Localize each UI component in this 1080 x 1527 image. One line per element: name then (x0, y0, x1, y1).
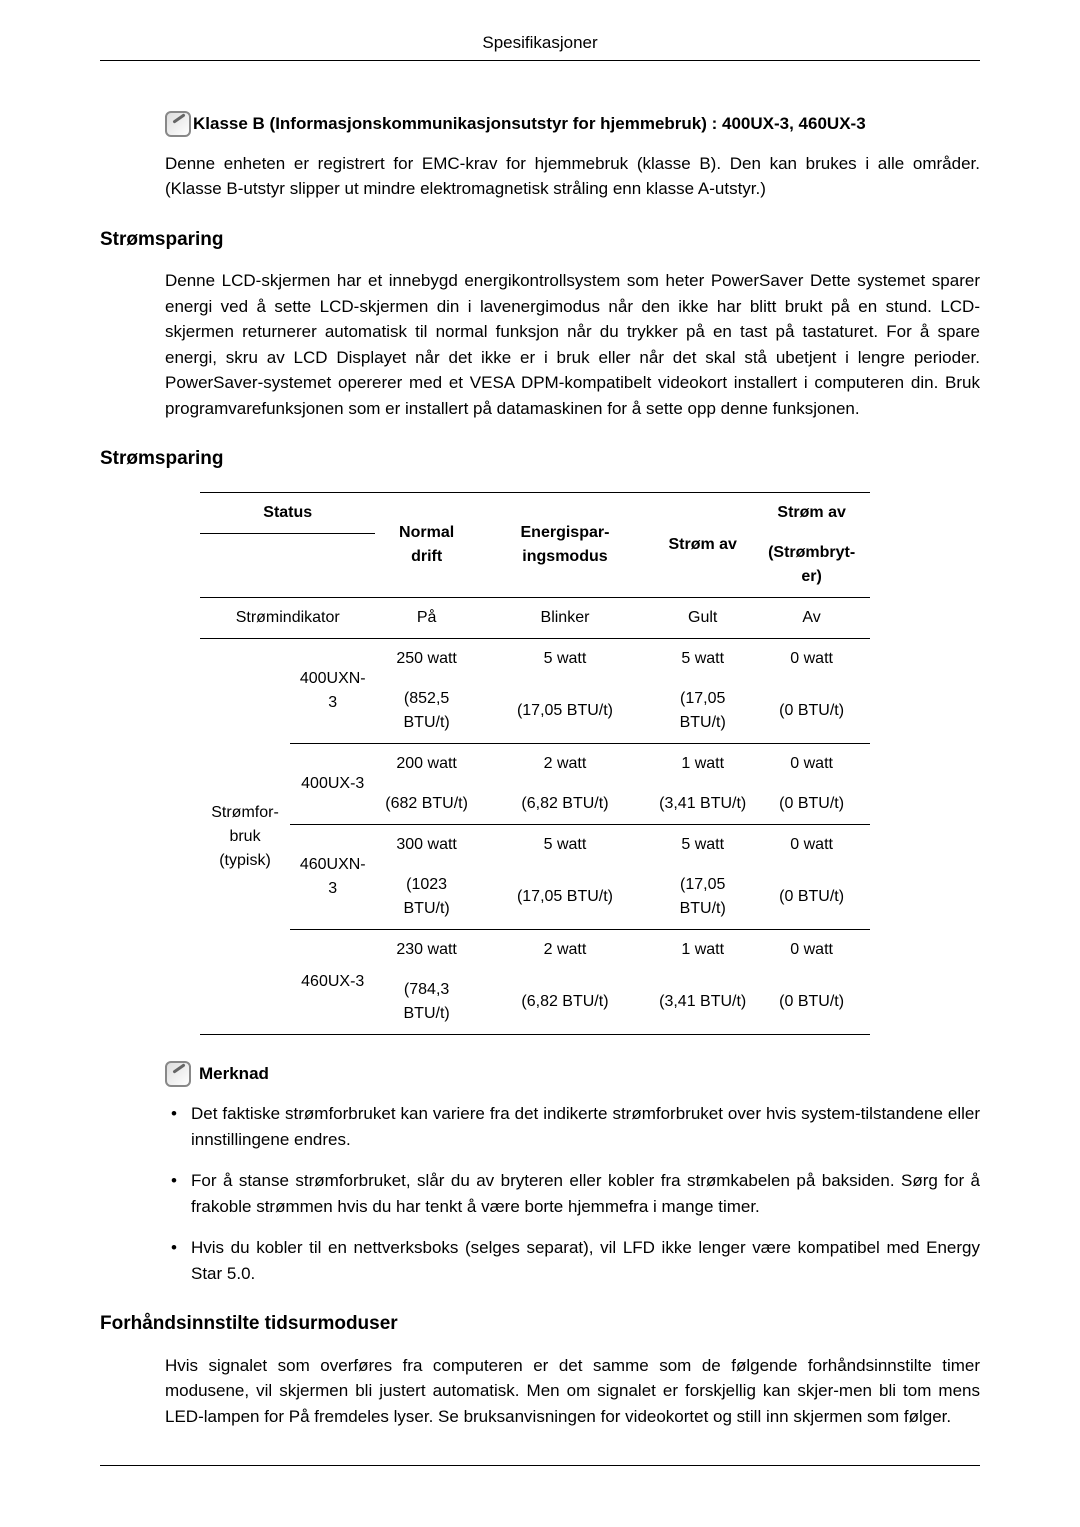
cell: (0 BTU/t) (753, 970, 870, 1035)
cell: 5 watt (652, 639, 753, 680)
cell: 5 watt (478, 825, 652, 866)
cell: 5 watt (478, 639, 652, 680)
cell: 0 watt (753, 639, 870, 680)
cell: (17,05 BTU/t) (478, 865, 652, 930)
cell: Gult (652, 598, 753, 639)
cell: (0 BTU/t) (753, 784, 870, 825)
cell: (682 BTU/t) (375, 784, 477, 825)
stromsparing-body: Denne LCD-skjermen har et innebygd energ… (165, 268, 980, 421)
cell: 2 watt (478, 930, 652, 971)
cell: Blinker (478, 598, 652, 639)
model: 400UX-3 (290, 744, 375, 825)
cell: (1023 BTU/t) (375, 865, 477, 930)
merknad-heading: Merknad (199, 1061, 269, 1087)
cell: (0 BTU/t) (753, 679, 870, 744)
col-stromav2: Strøm av (753, 492, 870, 533)
list-item: For å stanse strømforbruket, slår du av … (165, 1168, 980, 1219)
cell: 300 watt (375, 825, 477, 866)
cell: 0 watt (753, 744, 870, 785)
cell: 0 watt (753, 825, 870, 866)
klasse-heading: Klasse B (Informasjonskommunikasjonsutst… (193, 111, 866, 137)
merknad-list: Det faktiske strømforbruket kan variere … (165, 1101, 980, 1286)
col-energi: Energispar-ingsmodus (478, 492, 652, 598)
cell: 0 watt (753, 930, 870, 971)
power-table: Status Normal drift Energispar-ingsmodus… (200, 492, 870, 1036)
cell: (784,3 BTU/t) (375, 970, 477, 1035)
cell: (17,05 BTU/t) (652, 679, 753, 744)
cell: (852,5 BTU/t) (375, 679, 477, 744)
cell: 2 watt (478, 744, 652, 785)
col-normal: Normal drift (375, 492, 477, 598)
row-indikator-label: Strømindikator (200, 598, 375, 639)
stromsparing-heading-2: Strømsparing (100, 445, 980, 474)
cell: 1 watt (652, 930, 753, 971)
list-item: Hvis du kobler til en nettverksboks (sel… (165, 1235, 980, 1286)
cell: (6,82 BTU/t) (478, 970, 652, 1035)
cell: (6,82 BTU/t) (478, 784, 652, 825)
cell: Av (753, 598, 870, 639)
forhand-body: Hvis signalet som overføres fra computer… (165, 1353, 980, 1430)
forhand-heading: Forhåndsinnstilte tidsurmoduser (100, 1310, 980, 1339)
note-icon (165, 111, 191, 137)
col-stromav: Strøm av (652, 492, 753, 598)
model: 460UX-3 (290, 930, 375, 1035)
cell: På (375, 598, 477, 639)
rowgroup-label: Strømfor-bruk (typisk) (200, 639, 290, 1035)
cell: (0 BTU/t) (753, 865, 870, 930)
cell: 200 watt (375, 744, 477, 785)
cell: (17,05 BTU/t) (478, 679, 652, 744)
model: 460UXN-3 (290, 825, 375, 930)
list-item: Det faktiske strømforbruket kan variere … (165, 1101, 980, 1152)
page-header-title: Spesifikasjoner (100, 30, 980, 61)
col-status: Status (200, 492, 375, 533)
cell: 5 watt (652, 825, 753, 866)
col-strombryt: (Strømbryt-er) (753, 533, 870, 598)
footer-rule (100, 1465, 980, 1466)
model: 400UXN-3 (290, 639, 375, 744)
cell: 250 watt (375, 639, 477, 680)
cell: 230 watt (375, 930, 477, 971)
stromsparing-heading-1: Strømsparing (100, 226, 980, 255)
cell: (3,41 BTU/t) (652, 784, 753, 825)
klasse-body: Denne enheten er registrert for EMC-krav… (165, 151, 980, 202)
note-icon (165, 1061, 191, 1087)
cell: 1 watt (652, 744, 753, 785)
cell: (17,05 BTU/t) (652, 865, 753, 930)
cell: (3,41 BTU/t) (652, 970, 753, 1035)
